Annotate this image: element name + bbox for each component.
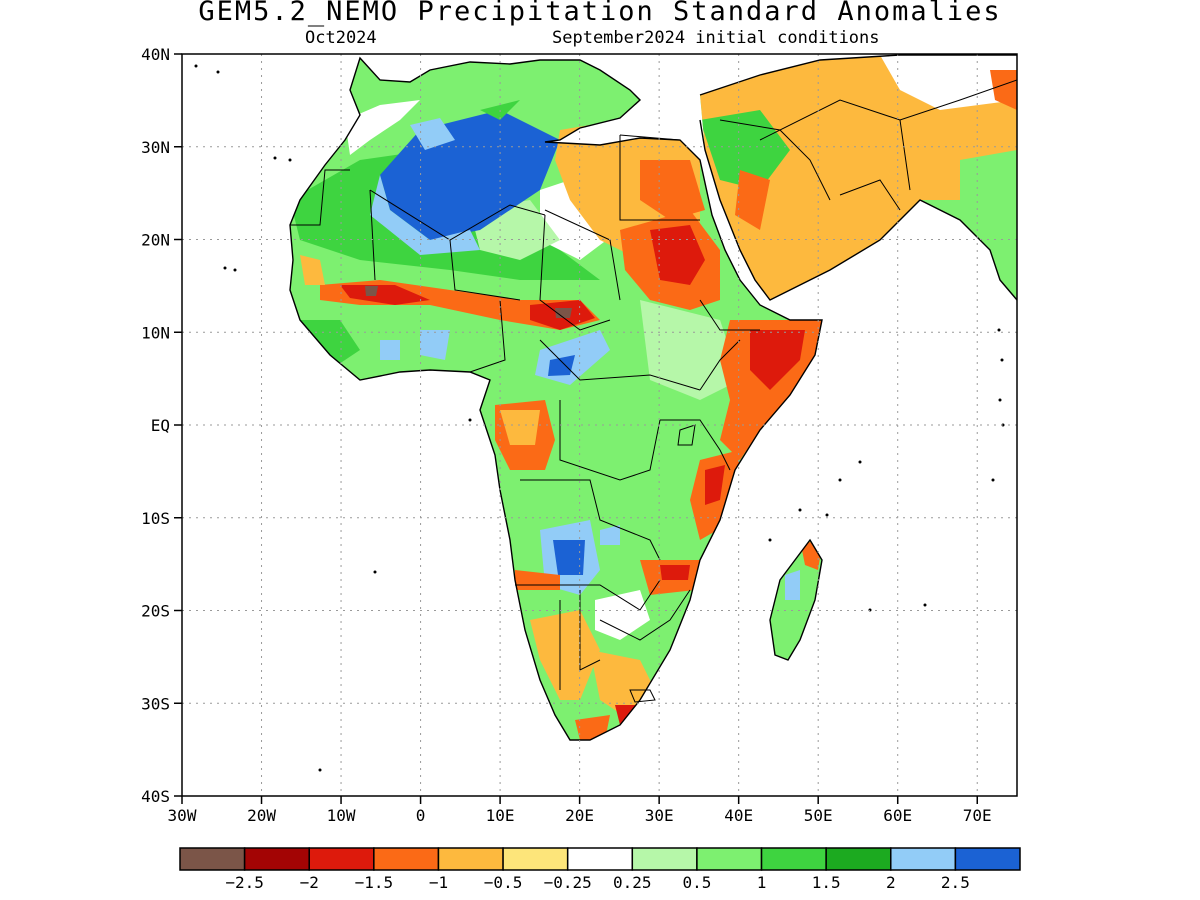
lon-tick-label: 20E (565, 806, 594, 825)
lat-tick-label: 10S (141, 509, 170, 528)
lat-tick-label: 40N (141, 45, 170, 64)
lat-tick-label: 30S (141, 694, 170, 713)
lon-tick-label: 50E (804, 806, 833, 825)
legend-label: 2 (886, 873, 896, 892)
lon-tick-label: 30E (645, 806, 674, 825)
lon-tick-label: 0 (416, 806, 426, 825)
lon-tick-label: 60E (883, 806, 912, 825)
legend-label: 0.5 (682, 873, 711, 892)
initial-conditions: September2024 initial conditions (552, 28, 880, 48)
valid-month: Oct2024 (305, 28, 377, 48)
lat-tick-label: 20S (141, 602, 170, 621)
legend-label: −0.5 (484, 873, 523, 892)
country-borders (290, 79, 1017, 703)
graticule (182, 54, 1017, 796)
lat-tick-label: 40S (141, 787, 170, 806)
legend-label: 1.5 (812, 873, 841, 892)
lon-tick-label: 40E (724, 806, 753, 825)
lat-tick-label: 10N (141, 323, 170, 342)
legend-swatch (179, 847, 246, 871)
lon-tick-label: 30W (168, 806, 197, 825)
coastlines (289, 54, 1017, 741)
legend-label: 2.5 (941, 873, 970, 892)
anomaly-shading (290, 55, 1017, 740)
legend-swatch (760, 847, 827, 871)
lat-tick-label: 30N (141, 138, 170, 157)
legend-swatch (696, 847, 763, 871)
legend-swatch (566, 847, 634, 871)
islands (194, 64, 1005, 772)
legend-label: 0.25 (613, 873, 652, 892)
legend-label: −1 (429, 873, 448, 892)
legend-label: −2 (300, 873, 319, 892)
legend-swatch (243, 847, 310, 871)
latitude-axis: 40N 30N 20N 10N EQ 10S 20S 30S 40S (141, 45, 182, 806)
lon-tick-label: 10E (486, 806, 515, 825)
legend-swatch (437, 847, 504, 871)
legend-swatch (825, 847, 892, 871)
legend-swatch (308, 847, 375, 871)
color-legend: −2.5 −2 −1.5 −1 −0.5 −0.25 0.25 0.5 1 1.5 2 2.5 (179, 847, 1021, 892)
lon-tick-label: 20W (247, 806, 276, 825)
lat-tick-label: 20N (141, 231, 170, 250)
legend-swatch (954, 847, 1021, 871)
legend-swatch (890, 847, 957, 871)
lon-tick-label: 70E (963, 806, 992, 825)
legend-label: −1.5 (355, 873, 394, 892)
legend-swatch (373, 847, 440, 871)
lon-tick-label: 10W (327, 806, 356, 825)
longitude-axis: 30W 20W 10W 0 10E 20E 30E 40E 50E 60E 70E (168, 796, 992, 825)
legend-swatch (631, 847, 698, 871)
legend-swatch (502, 847, 569, 871)
legend-label: −2.5 (225, 873, 264, 892)
map-title: GEM5.2_NEMO Precipitation Standard Anoma… (198, 0, 1002, 27)
legend-label: 1 (757, 873, 767, 892)
legend-label: −0.25 (544, 873, 592, 892)
lat-tick-label: EQ (151, 416, 170, 435)
